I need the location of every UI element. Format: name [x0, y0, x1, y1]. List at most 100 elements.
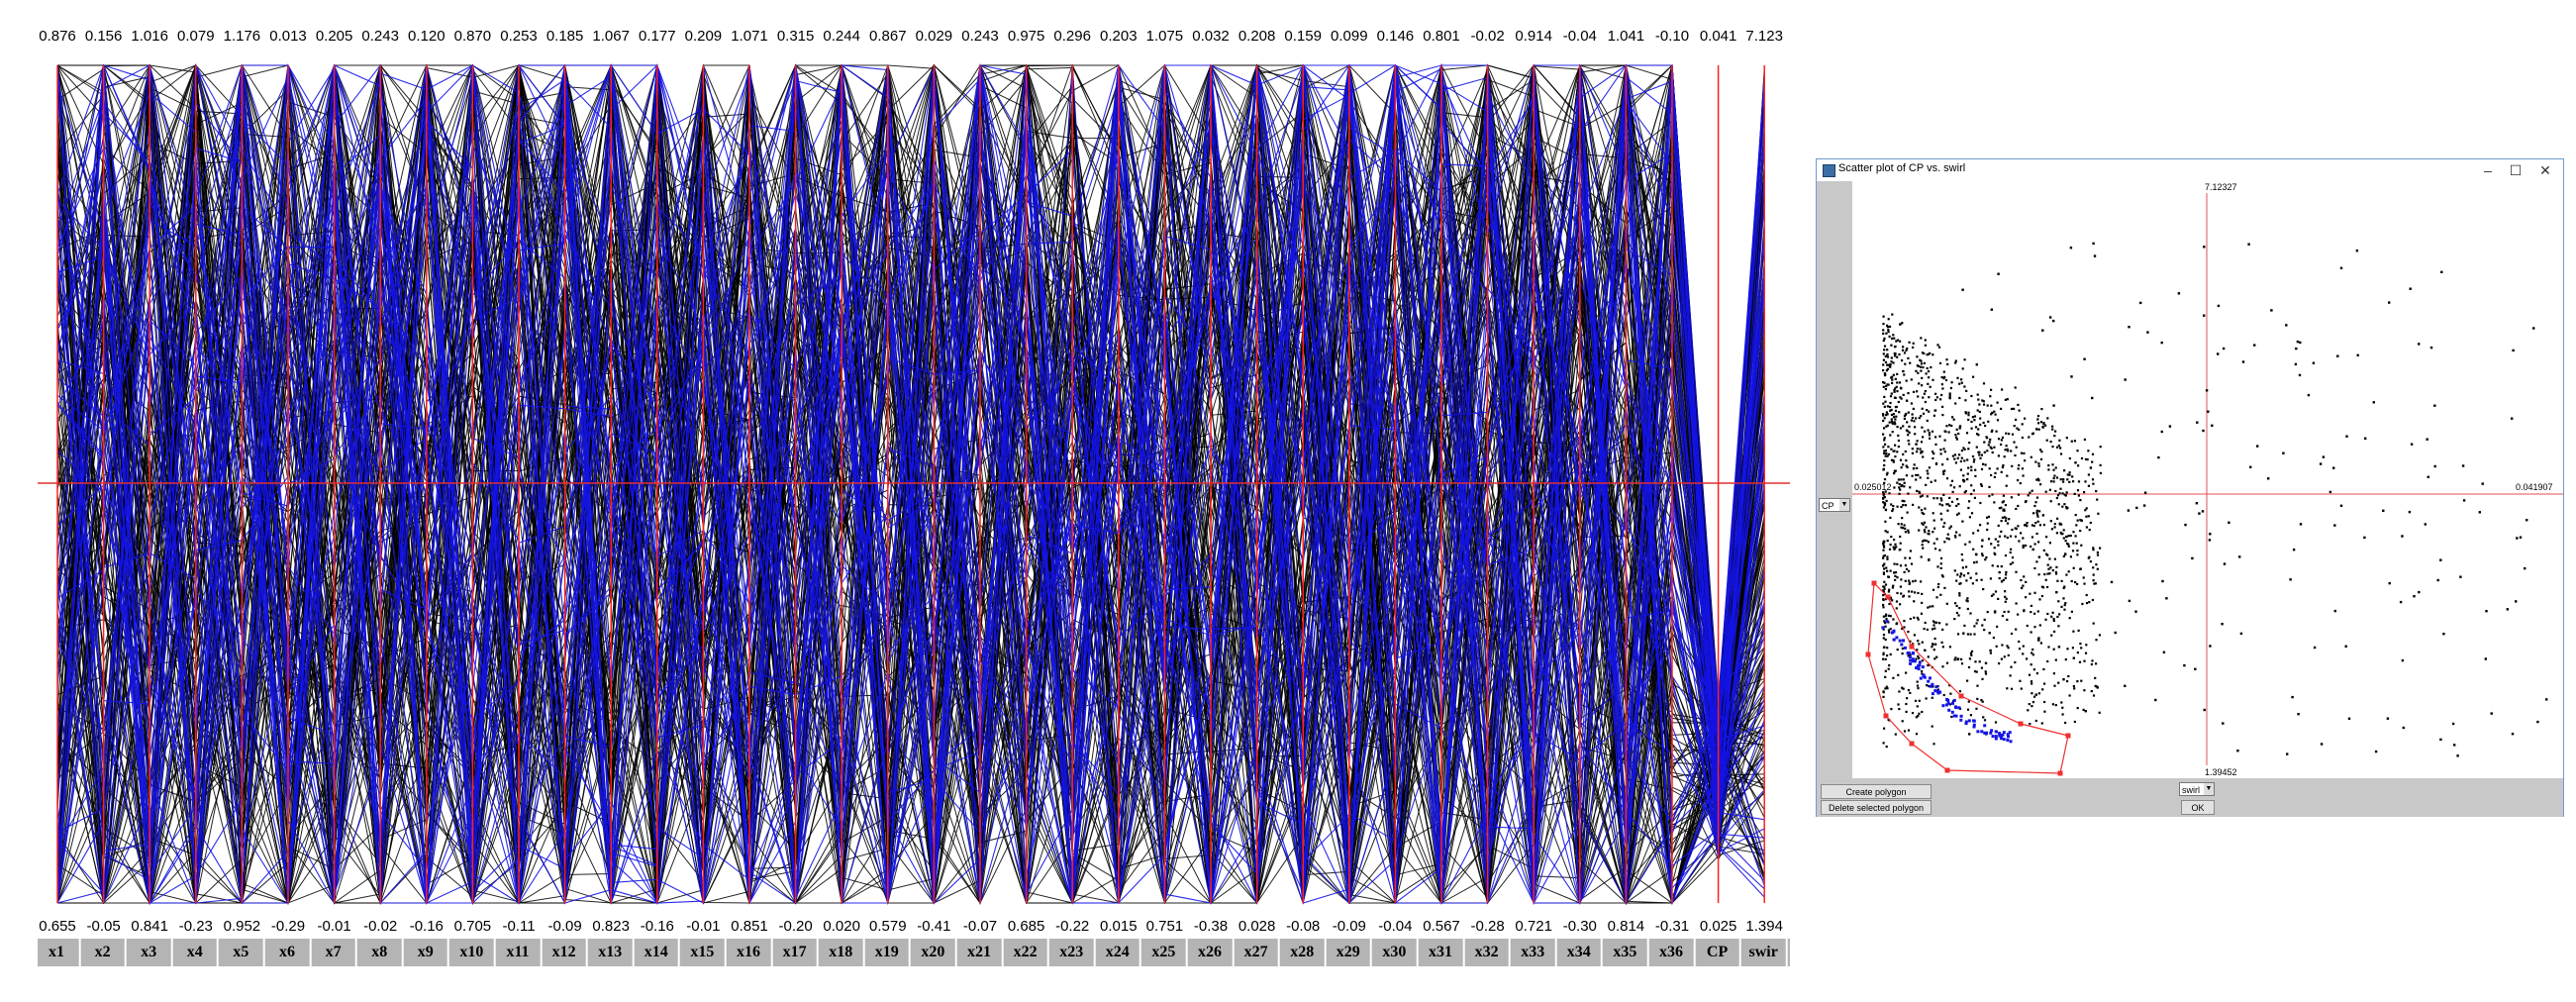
window-title: Scatter plot of CP vs. swirl — [1838, 162, 1966, 174]
axis-name-x28[interactable]: x28 — [1280, 939, 1327, 966]
axis-name-x36[interactable]: x36 — [1649, 939, 1696, 966]
axis-name-x33[interactable]: x33 — [1511, 939, 1557, 966]
axis-max-label: 7.123 — [1745, 28, 1783, 45]
axis-name-x34[interactable]: x34 — [1557, 939, 1604, 966]
axis-max-label: 0.041 — [1699, 28, 1737, 45]
axis-min-label: -0.22 — [1055, 918, 1090, 935]
axis-name-x17[interactable]: x17 — [772, 939, 819, 966]
axis-name-x19[interactable]: x19 — [865, 939, 912, 966]
axis-min-label: 0.851 — [731, 918, 768, 935]
scatter-plot-window[interactable]: Scatter plot of CP vs. swirl – ☐ ✕ CP ▼ … — [1816, 158, 2564, 817]
axis-min-label: 0.751 — [1145, 918, 1184, 935]
axis-max-label: 0.177 — [639, 28, 676, 45]
axis-min-label: 1.394 — [1745, 918, 1783, 935]
axis-name-x23[interactable]: x23 — [1049, 939, 1096, 966]
create-polygon-button[interactable]: Create polygon — [1821, 784, 1932, 799]
axis-name-x21[interactable]: x21 — [957, 939, 1004, 966]
axis-name-swir[interactable]: swir — [1741, 939, 1788, 966]
axis-name-x24[interactable]: x24 — [1096, 939, 1142, 966]
axis-max-label: 0.870 — [453, 28, 492, 45]
title-bar[interactable]: Scatter plot of CP vs. swirl – ☐ ✕ — [1817, 159, 2563, 181]
axis-min-label: -0.30 — [1562, 918, 1597, 935]
axis-name-x32[interactable]: x32 — [1464, 939, 1511, 966]
x-right-label: 0.041907 — [2516, 482, 2553, 492]
axis-name-x13[interactable]: x13 — [588, 939, 635, 966]
left-panel: CP ▼ — [1817, 181, 1852, 778]
axis-max-label: 0.185 — [545, 28, 584, 45]
axis-name-x15[interactable]: x15 — [680, 939, 727, 966]
scatter-canvas[interactable] — [1852, 181, 2563, 778]
axis-max-label: 0.253 — [500, 28, 538, 45]
axis-min-label: 0.952 — [223, 918, 261, 935]
axis-name-x1[interactable]: x1 — [35, 939, 81, 966]
axis-max-label: -0.10 — [1654, 28, 1690, 45]
axis-name-x4[interactable]: x4 — [173, 939, 220, 966]
axis-name-CP[interactable]: CP — [1695, 939, 1741, 966]
y-top-label: 7.12327 — [2205, 182, 2237, 192]
axis-name-x18[interactable]: x18 — [819, 939, 865, 966]
axis-min-label: -0.07 — [962, 918, 998, 935]
axis-max-label: 0.296 — [1053, 28, 1091, 45]
parallel-coordinates-plot[interactable]: 0.876 0.156 1.016 0.079 1.176 0.013 0.205 0.243… — [0, 0, 1794, 1002]
axis-min-label: -0.05 — [86, 918, 121, 935]
axis-name-x25[interactable]: x25 — [1141, 939, 1188, 966]
axis-name-x9[interactable]: x9 — [404, 939, 450, 966]
axis-name-x8[interactable]: x8 — [357, 939, 404, 966]
minimize-icon[interactable]: – — [2484, 162, 2492, 178]
axis-name-x35[interactable]: x35 — [1603, 939, 1649, 966]
axis-name-x2[interactable]: x2 — [80, 939, 127, 966]
axis-name-x7[interactable]: x7 — [311, 939, 357, 966]
polygon-vertex — [1909, 741, 1915, 747]
axis-max-label: 0.244 — [823, 28, 860, 45]
polygon-vertex — [1885, 594, 1891, 600]
axis-name-x26[interactable]: x26 — [1188, 939, 1235, 966]
maximize-icon[interactable]: ☐ — [2509, 162, 2523, 178]
close-icon[interactable]: ✕ — [2539, 162, 2551, 178]
axis-name-x5[interactable]: x5 — [219, 939, 265, 966]
axis-min-label: 0.841 — [131, 918, 168, 935]
axis-name-x10[interactable]: x10 — [449, 939, 496, 966]
axis-name-x12[interactable]: x12 — [542, 939, 588, 966]
parallel-coordinates-canvas[interactable] — [0, 0, 1794, 1002]
axis-max-label: 0.801 — [1423, 28, 1460, 45]
axis-min-label: -0.16 — [409, 918, 444, 935]
scatter-plot-area[interactable]: 7.12327 1.39452 0.025012 0.041907 — [1852, 181, 2563, 778]
delete-polygon-button[interactable]: Delete selected polygon — [1821, 800, 1932, 815]
axis-max-label: 0.159 — [1284, 28, 1322, 45]
axis-min-label: 0.567 — [1423, 918, 1460, 935]
axis-max-label: -0.04 — [1562, 28, 1597, 45]
axis-name-x22[interactable]: x22 — [1003, 939, 1049, 966]
axis-min-label: 0.655 — [39, 918, 76, 935]
polygon-vertex — [1865, 651, 1871, 657]
axis-min-label: 0.823 — [592, 918, 630, 935]
axis-name-x27[interactable]: x27 — [1234, 939, 1280, 966]
axis-name-x30[interactable]: x30 — [1372, 939, 1419, 966]
axis-min-label: -0.31 — [1654, 918, 1690, 935]
axis-min-label: -0.29 — [270, 918, 306, 935]
x-variable-value: swirl — [2182, 785, 2200, 795]
axis-name-x16[interactable]: x16 — [727, 939, 773, 966]
axis-min-label: -0.02 — [363, 918, 398, 935]
axis-max-label: 0.156 — [84, 28, 123, 45]
axis-min-label: -0.20 — [778, 918, 813, 935]
axis-name-x3[interactable]: x3 — [127, 939, 173, 966]
axis-name-x6[interactable]: x6 — [265, 939, 312, 966]
axis-max-label: 0.013 — [269, 28, 307, 45]
axis-name-x11[interactable]: x11 — [496, 939, 543, 966]
axis-max-label: 0.867 — [869, 28, 907, 45]
y-variable-select[interactable]: CP ▼ — [1819, 498, 1850, 512]
axis-min-label: -0.08 — [1286, 918, 1321, 935]
x-left-label: 0.025012 — [1854, 482, 1892, 492]
axis-min-label: 0.020 — [823, 918, 860, 935]
axis-name-x29[interactable]: x29 — [1327, 939, 1373, 966]
app-icon — [1823, 164, 1835, 177]
ok-button[interactable]: OK — [2181, 800, 2215, 815]
x-variable-select[interactable]: swirl ▼ — [2179, 782, 2215, 796]
axis-name-x14[interactable]: x14 — [635, 939, 681, 966]
axis-min-label: 0.028 — [1238, 918, 1276, 935]
axis-max-label: 0.876 — [39, 28, 76, 45]
axis-name-x20[interactable]: x20 — [911, 939, 957, 966]
axis-min-label: -0.38 — [1193, 918, 1229, 935]
axis-min-label: -0.41 — [917, 918, 951, 935]
axis-name-x31[interactable]: x31 — [1419, 939, 1465, 966]
